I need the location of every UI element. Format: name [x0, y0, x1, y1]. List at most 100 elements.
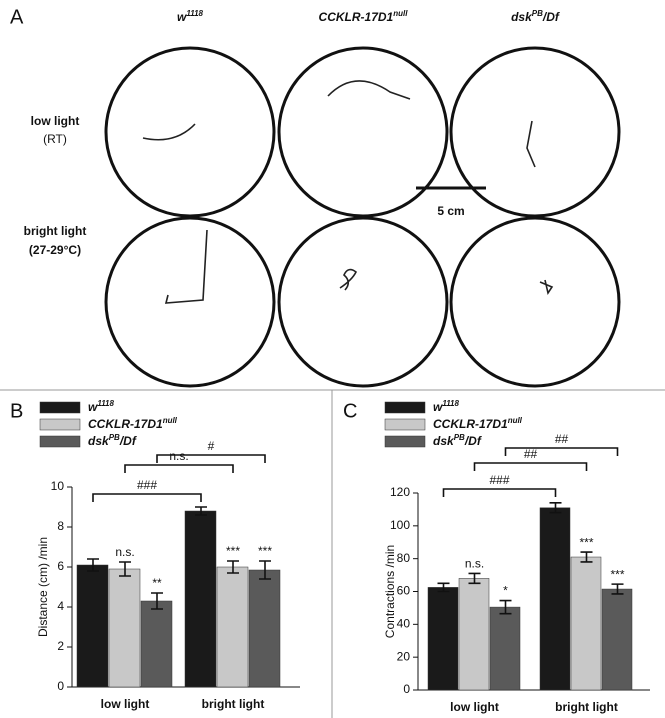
arena: [277, 216, 449, 388]
y-tick-label: 6: [57, 559, 64, 573]
text-part: 1118: [186, 9, 203, 18]
significance-label: n.s.: [465, 557, 484, 571]
panel-label: B: [10, 400, 23, 422]
significance-label: ***: [610, 567, 624, 581]
y-tick-label: 2: [57, 639, 64, 653]
significance-label: ***: [226, 544, 240, 558]
x-tick-label: bright light: [202, 697, 265, 711]
arena: [277, 46, 449, 218]
bar: [108, 568, 141, 688]
x-tick-label: bright light: [555, 700, 618, 714]
error-bar: [87, 558, 99, 572]
scale-label: 5 cm: [437, 204, 464, 218]
text-part: PB: [109, 433, 120, 442]
error-bar: [468, 572, 481, 585]
error-bar: [195, 506, 207, 516]
bar: [427, 587, 459, 691]
bar: [489, 606, 521, 691]
bar: [216, 566, 249, 688]
error-bar: [259, 560, 271, 580]
text-part: w: [88, 400, 98, 414]
column-label: CCKLR-17D1null: [319, 9, 409, 25]
comparison-label: ##: [555, 432, 569, 446]
error-bar: [549, 502, 562, 514]
error-bar: [580, 551, 593, 563]
text-part: /Df: [464, 434, 482, 448]
text-part: null: [163, 416, 178, 425]
y-tick-label: 120: [390, 485, 410, 499]
error-bar: [499, 599, 512, 615]
trace: [539, 279, 554, 295]
comparison-label: ###: [489, 473, 509, 487]
bar: [601, 588, 633, 691]
comparison-label: #: [208, 439, 215, 453]
y-tick-label: 100: [390, 518, 410, 532]
trace: [526, 120, 536, 168]
row-label: (RT): [43, 132, 67, 146]
comparison-bracket: [156, 454, 266, 463]
text-part: CCKLR-17D1: [88, 417, 163, 431]
text-part: dsk: [511, 10, 533, 24]
significance-label: ***: [579, 535, 593, 549]
text-part: /Df: [119, 434, 137, 448]
comparison-bracket: [442, 488, 557, 497]
legend-label: CCKLR-17D1null: [88, 416, 178, 432]
arena: [104, 216, 276, 388]
legend-swatch: [39, 401, 81, 414]
y-axis-label: Contractions /min: [383, 545, 397, 638]
comparison-bracket: [124, 464, 234, 473]
error-bar: [151, 592, 163, 610]
comparison-label: ##: [524, 447, 538, 461]
text-part: CCKLR-17D1: [319, 10, 394, 24]
legend-label: w1118: [88, 399, 115, 415]
text-part: PB: [532, 9, 543, 18]
trace: [142, 123, 196, 141]
arena: [449, 46, 621, 218]
x-tick-label: low light: [450, 700, 499, 714]
comparison-label: n.s.: [169, 449, 188, 463]
y-tick-label: 8: [57, 519, 64, 533]
trace: [327, 80, 411, 100]
text-part: /Df: [542, 10, 560, 24]
comparison-bracket: [504, 447, 619, 456]
row-label: bright light: [24, 224, 87, 238]
row-label: (27-29°C): [29, 243, 81, 257]
text-part: dsk: [88, 434, 110, 448]
y-tick-label: 0: [57, 679, 64, 693]
error-bar: [437, 582, 450, 593]
y-tick-label: 4: [57, 599, 64, 613]
legend-label: CCKLR-17D1null: [433, 416, 523, 432]
y-tick-label: 10: [51, 479, 65, 493]
text-part: CCKLR-17D1: [433, 417, 508, 431]
error-bar: [119, 561, 131, 577]
bar: [458, 578, 490, 691]
row-label: low light: [31, 114, 80, 128]
error-bar: [611, 583, 624, 595]
significance-label: n.s.: [115, 545, 134, 559]
bar: [539, 507, 571, 691]
legend-label: w1118: [433, 399, 460, 415]
panel-label: A: [10, 6, 24, 28]
text-part: 1118: [97, 399, 114, 408]
y-axis-label: Distance (cm) /min: [36, 537, 50, 637]
bar: [570, 556, 602, 691]
text-part: w: [177, 10, 187, 24]
legend-label: dskPB/Df: [88, 433, 137, 449]
y-tick-label: 0: [403, 682, 410, 696]
legend-swatch: [39, 435, 81, 448]
legend-swatch: [39, 418, 81, 431]
text-part: dsk: [433, 434, 455, 448]
comparison-label: ###: [137, 478, 157, 492]
bar: [184, 510, 217, 688]
y-tick-label: 40: [397, 617, 411, 631]
text-part: 1118: [442, 399, 459, 408]
bar: [140, 600, 173, 688]
bar: [76, 564, 109, 688]
significance-label: **: [152, 576, 162, 590]
comparison-bracket: [92, 493, 202, 502]
y-tick-label: 20: [397, 649, 411, 663]
error-bar: [227, 560, 239, 574]
text-part: null: [508, 416, 523, 425]
arenas: [104, 46, 621, 388]
